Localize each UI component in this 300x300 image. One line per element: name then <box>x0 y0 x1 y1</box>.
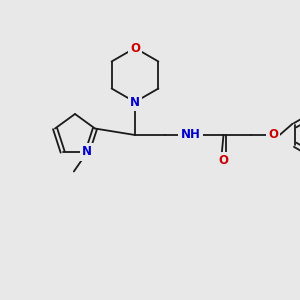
Text: NH: NH <box>181 128 200 142</box>
Text: N: N <box>82 146 92 158</box>
Text: N: N <box>130 95 140 109</box>
Text: O: O <box>268 128 278 142</box>
Text: O: O <box>218 154 229 167</box>
Text: O: O <box>130 41 140 55</box>
